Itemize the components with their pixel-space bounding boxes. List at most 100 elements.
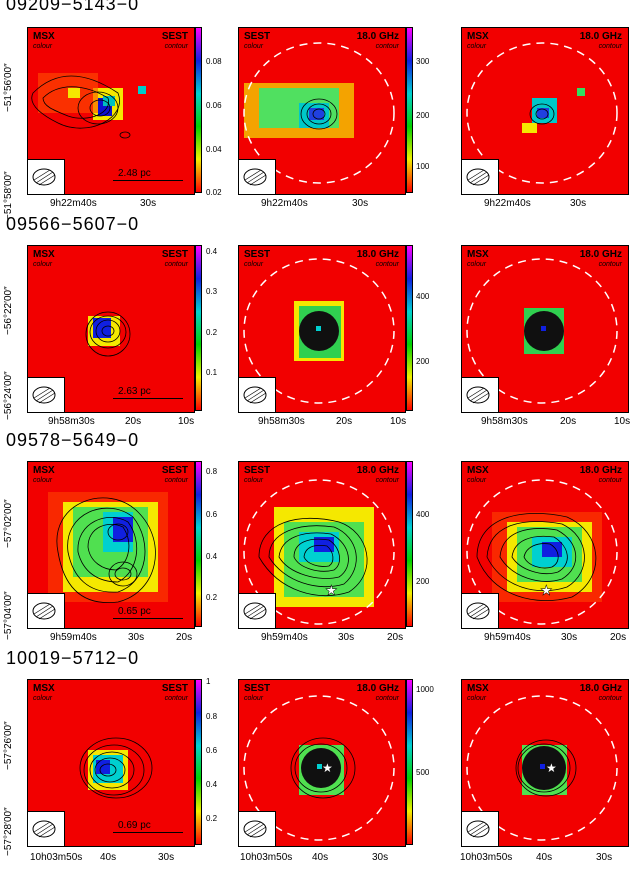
- label-contour: contour: [375, 43, 399, 50]
- beam-box: [28, 593, 65, 628]
- x-label: 20s: [176, 632, 193, 643]
- label-colour: colour: [467, 477, 487, 484]
- cb-tick: 0.06: [206, 101, 222, 110]
- label-sest: SEST: [161, 465, 188, 476]
- scale-label: 2.63 pc: [118, 386, 151, 397]
- map-image: [31, 73, 146, 139]
- x-label: 10s: [614, 416, 631, 427]
- cb-tick: 0.6: [206, 746, 218, 755]
- label-colour: colour: [244, 261, 264, 268]
- label-sest: SEST: [161, 683, 188, 694]
- x-label: 9h22m40s: [484, 198, 531, 209]
- label-colour: colour: [467, 695, 487, 702]
- panel-sest-18ghz-1: SEST colour 18.0 GHz contour: [238, 27, 406, 195]
- label-contour: contour: [375, 695, 399, 702]
- x-label: 9h59m40s: [261, 632, 308, 643]
- x-label: 9h59m40s: [484, 632, 531, 643]
- panel-msx-sest-3: MSX colour SEST contour 0.65 pc: [27, 461, 195, 629]
- svg-text:★: ★: [325, 582, 338, 598]
- panel-msx-sest-1: MSX colour SEST contour 2.48 pc: [27, 27, 195, 195]
- beam-box: [462, 811, 499, 846]
- x-label: 30s: [158, 852, 175, 863]
- panel-sest-18ghz-3: ★ SEST colour 18.0 GHz contour: [238, 461, 406, 629]
- x-label: 20s: [125, 416, 142, 427]
- y-label: −57°26′00″: [3, 721, 14, 770]
- label-msx: MSX: [467, 683, 489, 694]
- label-colour: colour: [467, 261, 487, 268]
- label-freq: 18.0 GHz: [579, 31, 622, 42]
- cb-tick: 0.8: [206, 467, 218, 476]
- label-contour: contour: [375, 477, 399, 484]
- cb-tick: 0.08: [206, 57, 222, 66]
- x-label: 30s: [596, 852, 613, 863]
- x-label: 9h59m40s: [50, 632, 97, 643]
- colorbar-1: [195, 245, 202, 411]
- panel-msx-18ghz-2: MSX colour 18.0 GHz contour: [461, 245, 629, 413]
- x-label: 30s: [372, 852, 389, 863]
- cb-tick: 100: [416, 162, 430, 171]
- x-label: 20s: [610, 632, 627, 643]
- label-colour: colour: [33, 477, 53, 484]
- colorbar-2: [406, 679, 413, 845]
- label-contour: contour: [598, 261, 622, 268]
- cb-tick: 200: [416, 577, 430, 586]
- x-label: 30s: [570, 198, 587, 209]
- colorbar-1: [195, 679, 202, 845]
- beam-box: [462, 377, 499, 412]
- label-sest: SEST: [244, 249, 271, 260]
- cb-tick: 200: [416, 357, 430, 366]
- x-label: 30s: [561, 632, 578, 643]
- colorbar-1: [195, 27, 202, 193]
- beam-box: [28, 811, 65, 846]
- y-label: −56°24′00″: [3, 371, 14, 420]
- label-colour: colour: [33, 695, 53, 702]
- beam-box: [462, 159, 499, 194]
- scale-label: 0.65 pc: [118, 606, 151, 617]
- label-msx: MSX: [467, 249, 489, 260]
- x-label: 10s: [178, 416, 195, 427]
- x-label: 20s: [387, 632, 404, 643]
- label-sest: SEST: [161, 31, 188, 42]
- cb-tick: 0.1: [206, 368, 218, 377]
- scale-label: 0.69 pc: [118, 820, 151, 831]
- cb-tick: 1000: [416, 685, 434, 694]
- label-contour: contour: [598, 695, 622, 702]
- x-label: 10s: [390, 416, 407, 427]
- colorbar-2: [406, 461, 413, 627]
- label-sest: SEST: [244, 465, 271, 476]
- cb-tick: 0.8: [206, 712, 218, 721]
- label-msx: MSX: [33, 31, 55, 42]
- label-colour: colour: [244, 43, 264, 50]
- scale-bar: [113, 618, 183, 619]
- label-msx: MSX: [467, 465, 489, 476]
- panel-msx-sest-4: MSX colour SEST contour 0.69 pc: [27, 679, 195, 847]
- x-label: 9h58m30s: [481, 416, 528, 427]
- label-sest: SEST: [244, 31, 271, 42]
- row-title-1: 09209−5143−0: [6, 0, 140, 14]
- scale-bar: [113, 398, 183, 399]
- svg-text:★: ★: [546, 761, 557, 775]
- x-label: 40s: [536, 852, 553, 863]
- cb-tick: 0.4: [206, 552, 218, 561]
- label-contour: contour: [164, 477, 188, 484]
- x-label: 9h58m30s: [258, 416, 305, 427]
- beam-box: [239, 593, 276, 628]
- label-freq: 18.0 GHz: [356, 683, 399, 694]
- x-label: 20s: [560, 416, 577, 427]
- label-freq: 18.0 GHz: [356, 465, 399, 476]
- panel-msx-18ghz-1: MSX colour 18.0 GHz contour: [461, 27, 629, 195]
- label-freq: 18.0 GHz: [579, 249, 622, 260]
- x-label: 9h22m40s: [261, 198, 308, 209]
- cb-tick: 0.04: [206, 145, 222, 154]
- y-label: −51°58′00″: [3, 171, 14, 220]
- x-label: 40s: [100, 852, 117, 863]
- cb-tick: 1: [206, 677, 211, 686]
- panel-sest-18ghz-4: ★ SEST colour 18.0 GHz contour: [238, 679, 406, 847]
- label-msx: MSX: [33, 465, 55, 476]
- cb-tick: 500: [416, 768, 430, 777]
- cb-tick: 0.2: [206, 814, 218, 823]
- label-freq: 18.0 GHz: [356, 249, 399, 260]
- label-contour: contour: [598, 43, 622, 50]
- cb-tick: 400: [416, 292, 430, 301]
- x-label: 9h58m30s: [48, 416, 95, 427]
